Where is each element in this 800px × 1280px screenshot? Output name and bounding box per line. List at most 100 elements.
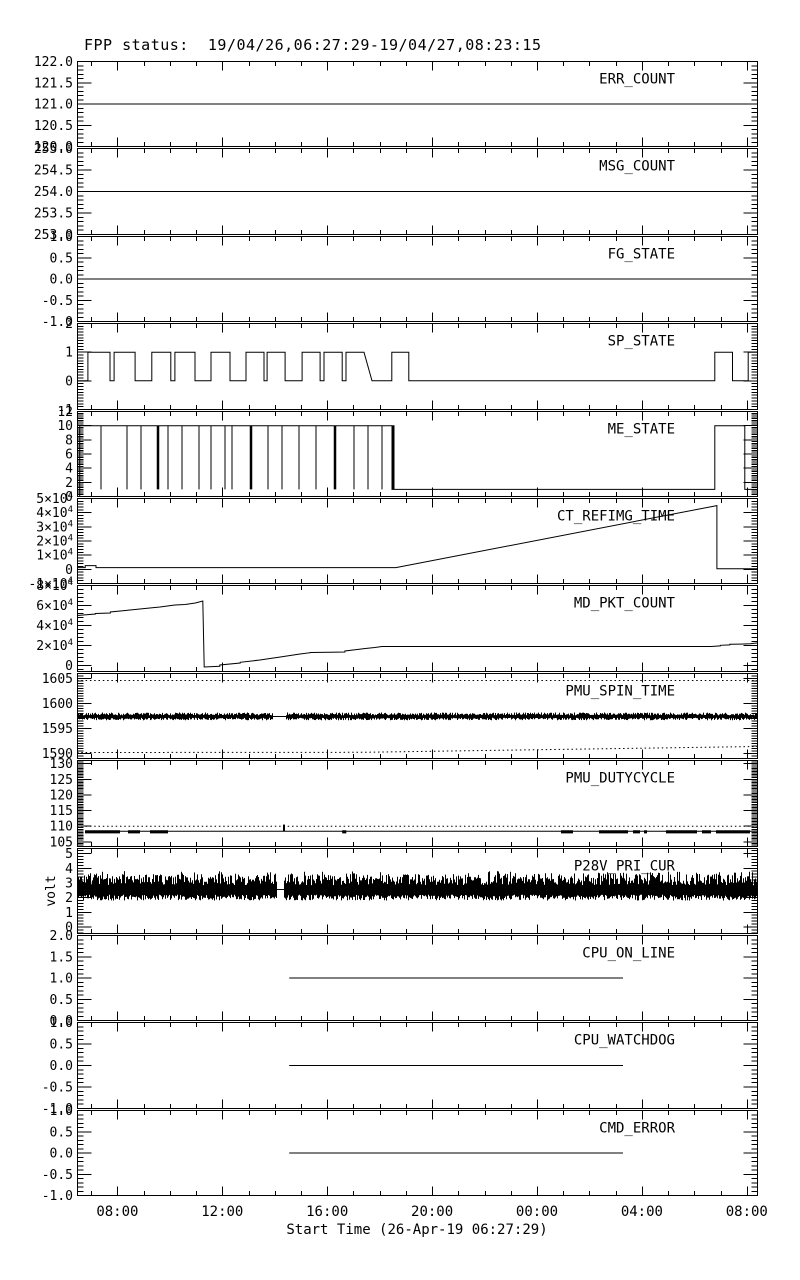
y-tick-label: 122.0 bbox=[34, 55, 73, 70]
y-tick-label: 121.0 bbox=[34, 98, 73, 113]
y-tick-label: -1.0 bbox=[42, 315, 73, 330]
y-tick-label: 0.5 bbox=[50, 1038, 73, 1053]
series-line bbox=[77, 504, 757, 570]
y-tick-label: -0.5 bbox=[42, 1081, 73, 1096]
series-noise-band bbox=[77, 871, 757, 901]
panel-title-FG_STATE: FG_STATE bbox=[608, 247, 675, 263]
panel-SP_STATE: -1 0 1 2 SP_STATE bbox=[57, 317, 758, 418]
y-tick-label: 0 bbox=[65, 490, 73, 505]
y-tick-label: 3×104 bbox=[36, 519, 73, 535]
series-spikes bbox=[100, 425, 383, 490]
series-line bbox=[77, 351, 757, 382]
x-tick-label: 08:00 bbox=[726, 1204, 768, 1220]
y-tick-label: 6×104 bbox=[36, 598, 73, 614]
y-tick-label: -1×104 bbox=[28, 576, 73, 592]
panel-frame bbox=[77, 585, 758, 672]
y-tick-label: 120.0 bbox=[34, 140, 73, 155]
y-tick-label: 254.0 bbox=[34, 185, 73, 200]
x-tick-label: 08:00 bbox=[96, 1204, 138, 1220]
panel-title-P28V_PRI_CUR: P28V_PRI_CUR bbox=[574, 859, 676, 875]
y-tick-label: 2 bbox=[65, 317, 73, 332]
y-tick-label: 1×104 bbox=[36, 548, 73, 564]
axis-ticks bbox=[77, 411, 758, 497]
y-tick-label: 255.0 bbox=[34, 142, 73, 157]
panel-CPU_WATCHDOG: -1.0 -0.5 0.0 0.5 1.0 CPU_WATCHDOG bbox=[42, 1016, 758, 1117]
y-tick-label: -1 bbox=[57, 403, 73, 418]
y-tick-label: 4×104 bbox=[36, 505, 73, 521]
y-tick-label: 5×104 bbox=[36, 491, 73, 507]
y-tick-label: 2 bbox=[65, 891, 73, 906]
panel-frame bbox=[77, 760, 758, 847]
panel-title-SP_STATE: SP_STATE bbox=[608, 334, 675, 350]
y-tick-label: 120.5 bbox=[34, 119, 73, 134]
panel-title-CMD_ERROR: CMD_ERROR bbox=[599, 1121, 675, 1137]
panel-PMU_SPIN_TIME: 1590 1595 1600 1605 PMU_SPIN_TIME bbox=[42, 672, 758, 762]
panel-CT_REFIMG_TIME: -1×10401×1042×1043×1044×1045×104CT_REFIM… bbox=[28, 491, 758, 592]
y-tick-label: -0.5 bbox=[42, 1168, 73, 1183]
y-tick-label: -1.0 bbox=[42, 1189, 73, 1204]
y-tick-label: 0.5 bbox=[50, 251, 73, 266]
y-tick-label: 130 bbox=[50, 757, 73, 772]
x-tick-label: 20:00 bbox=[411, 1204, 453, 1220]
panel-title-CT_REFIMG_TIME: CT_REFIMG_TIME bbox=[557, 509, 675, 525]
panel-title-ERR_COUNT: ERR_COUNT bbox=[599, 72, 675, 88]
y-tick-label: 253.5 bbox=[34, 207, 73, 222]
y-tick-label: 0.5 bbox=[50, 993, 73, 1008]
y-tick-label: 1.0 bbox=[50, 1016, 73, 1031]
x-tick-label: 04:00 bbox=[621, 1204, 663, 1220]
panel-FG_STATE: -1.0 -0.5 0.0 0.5 1.0 FG_STATE bbox=[42, 230, 758, 330]
y-tick-label: 6 bbox=[65, 448, 73, 463]
series-noise-band bbox=[77, 712, 757, 721]
y-tick-label: 1590 bbox=[42, 747, 73, 762]
y-tick-label: 1595 bbox=[42, 722, 73, 737]
y-tick-label: 125 bbox=[50, 773, 73, 788]
axis-ticks bbox=[77, 1022, 758, 1109]
y-tick-label: 0.0 bbox=[50, 1147, 73, 1162]
y-tick-label: 1.0 bbox=[50, 1104, 73, 1119]
axis-ticks bbox=[77, 935, 758, 1021]
axis-ticks bbox=[77, 673, 758, 759]
y-tick-label: -1.0 bbox=[42, 1102, 73, 1117]
panel-title-PMU_SPIN_TIME: PMU_SPIN_TIME bbox=[565, 684, 675, 700]
y-tick-label: 4 bbox=[65, 862, 73, 877]
y-tick-label: 2×104 bbox=[36, 638, 73, 654]
y-tick-label: 0 bbox=[65, 563, 73, 578]
x-tick-label: 12:00 bbox=[201, 1204, 243, 1220]
x-tick-label: 16:00 bbox=[306, 1204, 348, 1220]
panel-CMD_ERROR: -1.0 -0.5 0.0 0.5 1.0 CMD_ERROR bbox=[42, 1104, 758, 1204]
series-line bbox=[76, 746, 758, 753]
y-tick-label: 2×104 bbox=[36, 534, 73, 550]
panel-title-CPU_WATCHDOG: CPU_WATCHDOG bbox=[574, 1033, 675, 1049]
y-tick-label: 4×104 bbox=[36, 618, 73, 634]
axis-ticks bbox=[77, 498, 758, 584]
panel-title-MSG_COUNT: MSG_COUNT bbox=[599, 159, 675, 175]
y-tick-label: 8 bbox=[65, 433, 73, 448]
y-tick-label: 121.5 bbox=[34, 76, 73, 91]
series-spikes bbox=[156, 425, 337, 490]
y-tick-label: 0.0 bbox=[50, 1059, 73, 1074]
panel-CPU_ON_LINE: 0.0 0.5 1.0 1.5 2.0 CPU_ON_LINE bbox=[50, 929, 758, 1029]
axis-ticks bbox=[77, 585, 758, 672]
y-axis-label: volt bbox=[44, 875, 59, 906]
axis-ticks bbox=[77, 760, 758, 847]
page-title: FPP status: 19/04/26,06:27:29-19/04/27,0… bbox=[84, 36, 542, 54]
y-tick-label: 10 bbox=[57, 419, 73, 434]
panel-title-PMU_DUTYCYCLE: PMU_DUTYCYCLE bbox=[565, 771, 675, 787]
y-tick-label: 1 bbox=[65, 346, 73, 361]
y-tick-label: 2 bbox=[65, 476, 73, 491]
panel-title-CPU_ON_LINE: CPU_ON_LINE bbox=[582, 946, 675, 962]
panel-MSG_COUNT: 253.0 253.5 254.0 254.5 255.0 MSG_COUNT bbox=[34, 142, 758, 243]
y-tick-label: 4 bbox=[65, 462, 73, 477]
axis-ticks bbox=[77, 323, 758, 410]
y-tick-label: 0 bbox=[65, 374, 73, 389]
y-tick-label: 2.0 bbox=[50, 929, 73, 944]
y-tick-label: 253.0 bbox=[34, 228, 73, 243]
y-tick-label: 1600 bbox=[42, 697, 73, 712]
panel-MD_PKT_COUNT: 0 2×104 4×104 6×104 8×104 MD_PKT_COUNT bbox=[36, 578, 758, 674]
y-tick-label: 1.5 bbox=[50, 950, 73, 965]
y-tick-label: 115 bbox=[50, 804, 73, 819]
panel-ERR_COUNT: 120.0 120.5 121.0 121.5 122.0 ERR_COUNT bbox=[34, 55, 758, 155]
